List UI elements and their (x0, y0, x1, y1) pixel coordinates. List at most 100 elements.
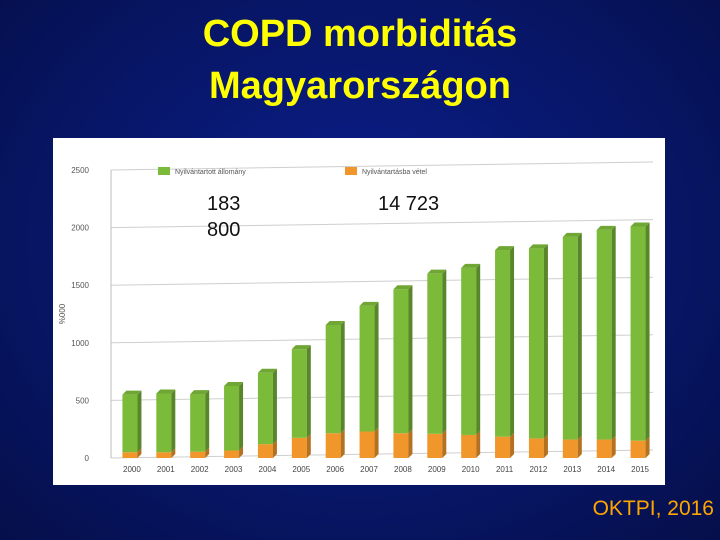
new-cases-annotation: 14 723 (378, 193, 440, 215)
bar-top-stock (596, 225, 616, 230)
bar-side-new-cases (543, 434, 548, 458)
bar-segment-stock (630, 226, 646, 441)
y-tick-label: 1000 (71, 339, 89, 348)
bar-side-stock (442, 269, 447, 434)
bar-segment-new-cases (495, 436, 511, 458)
bar-side-stock (306, 345, 311, 438)
x-tick-label: 2012 (530, 465, 548, 474)
bar-side-new-cases (611, 435, 616, 458)
bar-segment-stock (596, 229, 612, 440)
title-line-1: COPD morbiditás (202, 13, 518, 55)
bar-top-stock (562, 232, 582, 237)
bar-segment-stock (461, 267, 477, 435)
bar-segment-new-cases (528, 438, 544, 458)
legend-swatch-stock (158, 167, 170, 175)
bar-side-new-cases (272, 440, 277, 458)
legend-label-new-cases: Nyilvántartásba vétel (362, 169, 427, 176)
bar-side-stock (510, 246, 515, 437)
bar-top-stock (495, 246, 515, 251)
bar-segment-stock (291, 349, 307, 438)
source-label: OKTPI, 2016 (592, 497, 714, 520)
bar-side-new-cases (408, 429, 413, 458)
bar-side-new-cases (340, 429, 345, 458)
bar-side-stock (543, 244, 548, 439)
x-tick-label: 2005 (292, 465, 310, 474)
bar-side-stock (340, 320, 345, 434)
slide-title: COPD morbiditás Magyarországon (0, 8, 720, 112)
x-tick-label: 2014 (597, 465, 615, 474)
bar-top-stock (224, 382, 244, 386)
chart-panel: 0 500 1000 1500 2000 2500 %000 2000 2001 2002 2003… (53, 138, 665, 485)
bar-segment-new-cases (156, 452, 172, 458)
x-tick-label: 2000 (123, 465, 141, 474)
bar-top-stock (359, 301, 379, 306)
bar-segment-new-cases (461, 434, 477, 458)
bar-segment-new-cases (393, 433, 409, 458)
bar-top-stock (122, 390, 142, 395)
bar-side-new-cases (171, 448, 176, 458)
bar-side-new-cases (476, 430, 481, 458)
x-tick-label: 2010 (462, 465, 480, 474)
gridline (110, 334, 654, 344)
bar-top-stock (393, 285, 413, 290)
bar-top-stock (528, 244, 548, 249)
y-tick-label: 2500 (71, 166, 89, 175)
bar-segment-new-cases (224, 450, 240, 458)
legend-swatch-new-cases (345, 167, 357, 175)
bar-top-stock (461, 263, 481, 268)
bar-segment-stock (427, 273, 443, 434)
bar-side-new-cases (577, 435, 582, 458)
bar-side-new-cases (645, 436, 650, 458)
bar-segment-new-cases (427, 433, 443, 458)
bar-segment-stock (122, 394, 138, 453)
bar-segment-stock (224, 386, 240, 451)
bar-segment-new-cases (190, 451, 206, 458)
bar-side-stock (611, 225, 616, 440)
x-tick-label: 2004 (259, 465, 277, 474)
x-tick-label: 2007 (360, 465, 378, 474)
x-tick-label: 2006 (326, 465, 344, 474)
bar-segment-stock (190, 394, 206, 452)
bar-top-stock (427, 269, 447, 274)
bar-side-new-cases (239, 446, 244, 458)
bar-segment-new-cases (291, 437, 307, 458)
bar-side-new-cases (306, 433, 311, 458)
bar-segment-stock (325, 324, 341, 434)
bar-segment-stock (528, 248, 544, 439)
bar-segment-stock (257, 372, 273, 445)
bar-top-stock (291, 345, 311, 350)
y-tick-label: 0 (85, 454, 90, 463)
bar-segment-new-cases (630, 440, 646, 458)
bar-segment-new-cases (596, 439, 612, 458)
bar-top-stock (630, 222, 650, 227)
x-tick-label: 2002 (191, 465, 209, 474)
bar-segment-stock (359, 305, 375, 432)
bar-side-new-cases (510, 432, 515, 458)
x-tick-label: 2013 (563, 465, 581, 474)
stock-total-annotation: 183 800 (207, 193, 241, 241)
bar-side-stock (205, 390, 210, 452)
bar-side-stock (239, 382, 244, 451)
gridline (110, 161, 654, 171)
bar-side-stock (645, 222, 650, 441)
bar-top-stock (257, 368, 277, 373)
bar-segment-stock (495, 250, 511, 437)
bar-segment-new-cases (325, 433, 341, 458)
y-axis-label: %000 (58, 303, 67, 324)
title-line-2: Magyarországon (209, 65, 511, 107)
bar-side-stock (408, 285, 413, 434)
bar-top-stock (190, 390, 210, 395)
y-tick-label: 500 (76, 396, 90, 405)
bar-side-stock (171, 389, 176, 453)
x-tick-label: 2015 (631, 465, 649, 474)
bar-segment-new-cases (562, 439, 578, 458)
bar-side-new-cases (374, 427, 379, 458)
bar-side-stock (272, 368, 277, 445)
bar-side-new-cases (205, 447, 210, 458)
y-tick-label: 1500 (71, 281, 89, 290)
bar-side-new-cases (442, 429, 447, 458)
bar-segment-new-cases (257, 444, 273, 458)
bar-top-stock (156, 389, 176, 394)
x-tick-label: 2008 (394, 465, 412, 474)
gridline (110, 276, 654, 286)
